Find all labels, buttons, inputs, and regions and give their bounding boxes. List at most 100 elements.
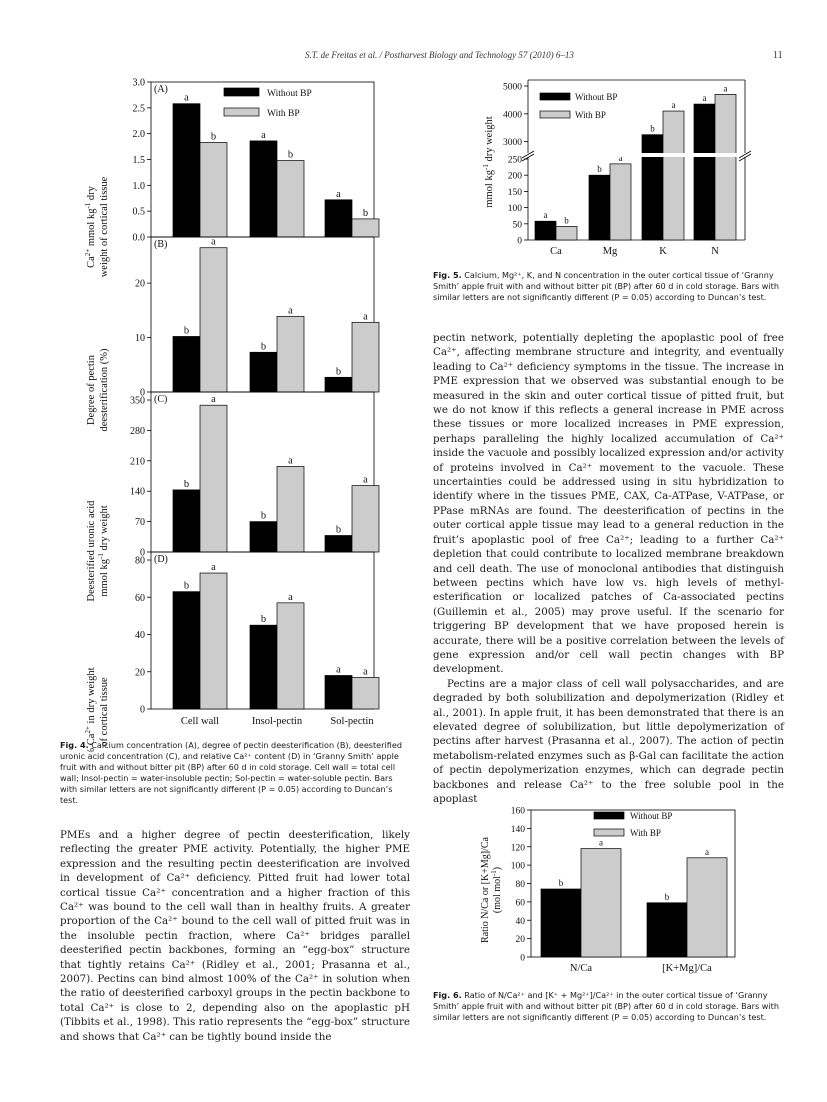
fig5-bar [588, 174, 611, 241]
fig6-caption-label: Fig. 6. [433, 990, 462, 1000]
fig4D-bar [351, 676, 380, 710]
fig5-ytick-label: 50 [513, 220, 523, 230]
fig4A-sig-letter: b [363, 208, 368, 219]
fig5-caption: Fig. 5. Calcium, Mg²⁺, K, and N concentr… [433, 270, 785, 303]
fig5-bar [609, 163, 632, 241]
fig6-legend-label: Without BP [630, 811, 672, 821]
left-column-text: PMEs and a higher degree of pectin deest… [60, 828, 410, 1044]
fig4A-bar [199, 142, 228, 238]
fig4C-sig-letter: b [261, 511, 266, 522]
fig4C-sig-letter: a [211, 394, 216, 405]
fig5-sig-letter: b [650, 124, 655, 134]
fig4A-ytick-label: 1.5 [133, 155, 146, 166]
fig4B-panel-label: (B) [154, 239, 167, 250]
fig4-xtick-label: Insol-pectin [252, 716, 303, 727]
fig5-sig-letter: b [564, 215, 569, 225]
fig4D-bar [276, 602, 305, 710]
fig4B-ylabel-2: deesterification (%) [99, 348, 110, 432]
fig4A-sig-letter: a [261, 130, 266, 141]
fig4A-ytick-label: 2.0 [133, 129, 146, 140]
fig5-ytick-label: 200 [508, 172, 523, 182]
fig5-sig-letter: a [544, 210, 548, 220]
fig4D-bar [172, 591, 201, 710]
fig6-bar [580, 848, 622, 958]
fig6-legend-label: With BP [630, 828, 661, 838]
fig6-ytick-label: 40 [516, 917, 526, 927]
fig4-caption: Fig. 4. Calcium concentration (A), degre… [60, 740, 410, 806]
fig4B-panel: (B) 0 10 20 b a b a b a [135, 236, 380, 399]
fig5-ylabel: mmol kg-1 dry weight [482, 116, 495, 207]
paragraph: pectin network, potentially depleting th… [433, 332, 784, 676]
fig4D-ytick-label: 80 [135, 556, 145, 567]
fig5-ytick-label: 0 [517, 237, 522, 247]
running-head: S.T. de Freitas et al. / Postharvest Bio… [305, 50, 574, 60]
fig6-legend-swatch [593, 811, 625, 820]
fig4D-panel-label: (D) [154, 554, 168, 565]
fig4C-ytick-label: 350 [130, 396, 145, 407]
fig4D-ytick-label: 0 [140, 705, 145, 716]
fig4C-bar [276, 466, 305, 553]
fig5-bar [662, 110, 685, 241]
fig4B-bar [324, 376, 353, 393]
fig5-ytick-label: 4000 [503, 110, 522, 120]
fig4C-bar [199, 404, 228, 553]
fig5-caption-text: Calcium, Mg²⁺, K, and N concentration in… [433, 270, 779, 302]
fig4-legend-label: With BP [267, 109, 300, 119]
fig5-sig-letter: a [619, 153, 623, 163]
fig4B-sig-letter: a [288, 305, 293, 316]
fig4B-sig-letter: b [336, 366, 341, 377]
fig4B-bar [276, 315, 305, 393]
fig4-legend-swatch [223, 87, 260, 97]
fig4A-panel: (A) 0.0 0.5 1.0 1.5 2.0 2.5 3.0 a b a b a b Without BP… [133, 78, 380, 244]
fig5-xtick-label: Mg [603, 246, 618, 257]
fig5-sig-letter: a [703, 93, 707, 103]
fig4A-panel-label: (A) [154, 84, 168, 95]
fig4D-sig-letter: a [363, 666, 368, 677]
fig5-break-mark [521, 153, 535, 162]
fig6-xtick-label: N/Ca [570, 963, 593, 974]
fig4D-ylabel-2: of cortical tissue [99, 677, 110, 747]
fig5-legend-label: Without BP [575, 92, 617, 102]
fig4-caption-text: Calcium concentration (A), degree of pec… [60, 740, 402, 805]
fig4C-panel: (C) 0 70 140 210 280 350 b a b a b a [130, 391, 380, 559]
fig4C-ylabel: Deesterified uronic acid [86, 500, 97, 602]
fig4A-bar [324, 199, 353, 238]
fig4C-bar [324, 535, 353, 553]
fig4C-sig-letter: a [363, 475, 368, 486]
fig4B-ylabel: Degree of pectin [86, 354, 97, 425]
fig5-xtick-label: Ca [550, 246, 562, 257]
paragraph: Pectins are a major class of cell wall p… [433, 677, 784, 805]
fig4D-bar [324, 675, 353, 710]
fig5-sig-letter: a [672, 100, 676, 110]
fig5-ytick-label: 150 [508, 188, 523, 198]
fig4A-ytick-label: 1.0 [133, 181, 146, 192]
fig5-ytick-label: 5000 [503, 83, 522, 93]
fig5-axis-break [522, 153, 751, 157]
fig6-bar [686, 857, 728, 958]
fig6-sig-letter: a [599, 838, 603, 848]
page-number: 11 [773, 50, 783, 61]
fig6-sig-letter: a [705, 847, 709, 857]
fig6-xtick-label: [K+Mg]/Ca [662, 963, 712, 974]
fig4C-ytick-label: 280 [130, 426, 145, 437]
fig4D-ytick-label: 60 [135, 593, 145, 604]
fig4A-bar [172, 103, 201, 238]
fig5-ytick-label: 250 [508, 156, 523, 166]
fig4C-ytick-label: 210 [130, 456, 145, 467]
fig4C-panel-label: (C) [154, 394, 167, 405]
fig4A-sig-letter: a [336, 189, 341, 200]
fig4D-sig-letter: a [288, 592, 293, 603]
fig4D-sig-letter: a [211, 562, 216, 573]
fig4-xtick-label: Cell wall [181, 716, 219, 727]
fig4-y-axis-titles: Ca2+ mmol kg-1 dry weight of cortical ti… [84, 176, 110, 752]
fig6-legend-swatch [593, 828, 625, 837]
fig5-break-mark [738, 150, 752, 159]
fig6-ytick-label: 20 [516, 935, 526, 945]
fig6-ytick-label: 100 [511, 862, 526, 872]
fig4B-bar [351, 321, 380, 393]
fig5-bar [693, 103, 716, 241]
fig4C-ylabel-2: mmol kg-1 dry weight [97, 505, 110, 596]
fig5-bar [555, 226, 578, 241]
fig4B-bar [199, 247, 228, 393]
